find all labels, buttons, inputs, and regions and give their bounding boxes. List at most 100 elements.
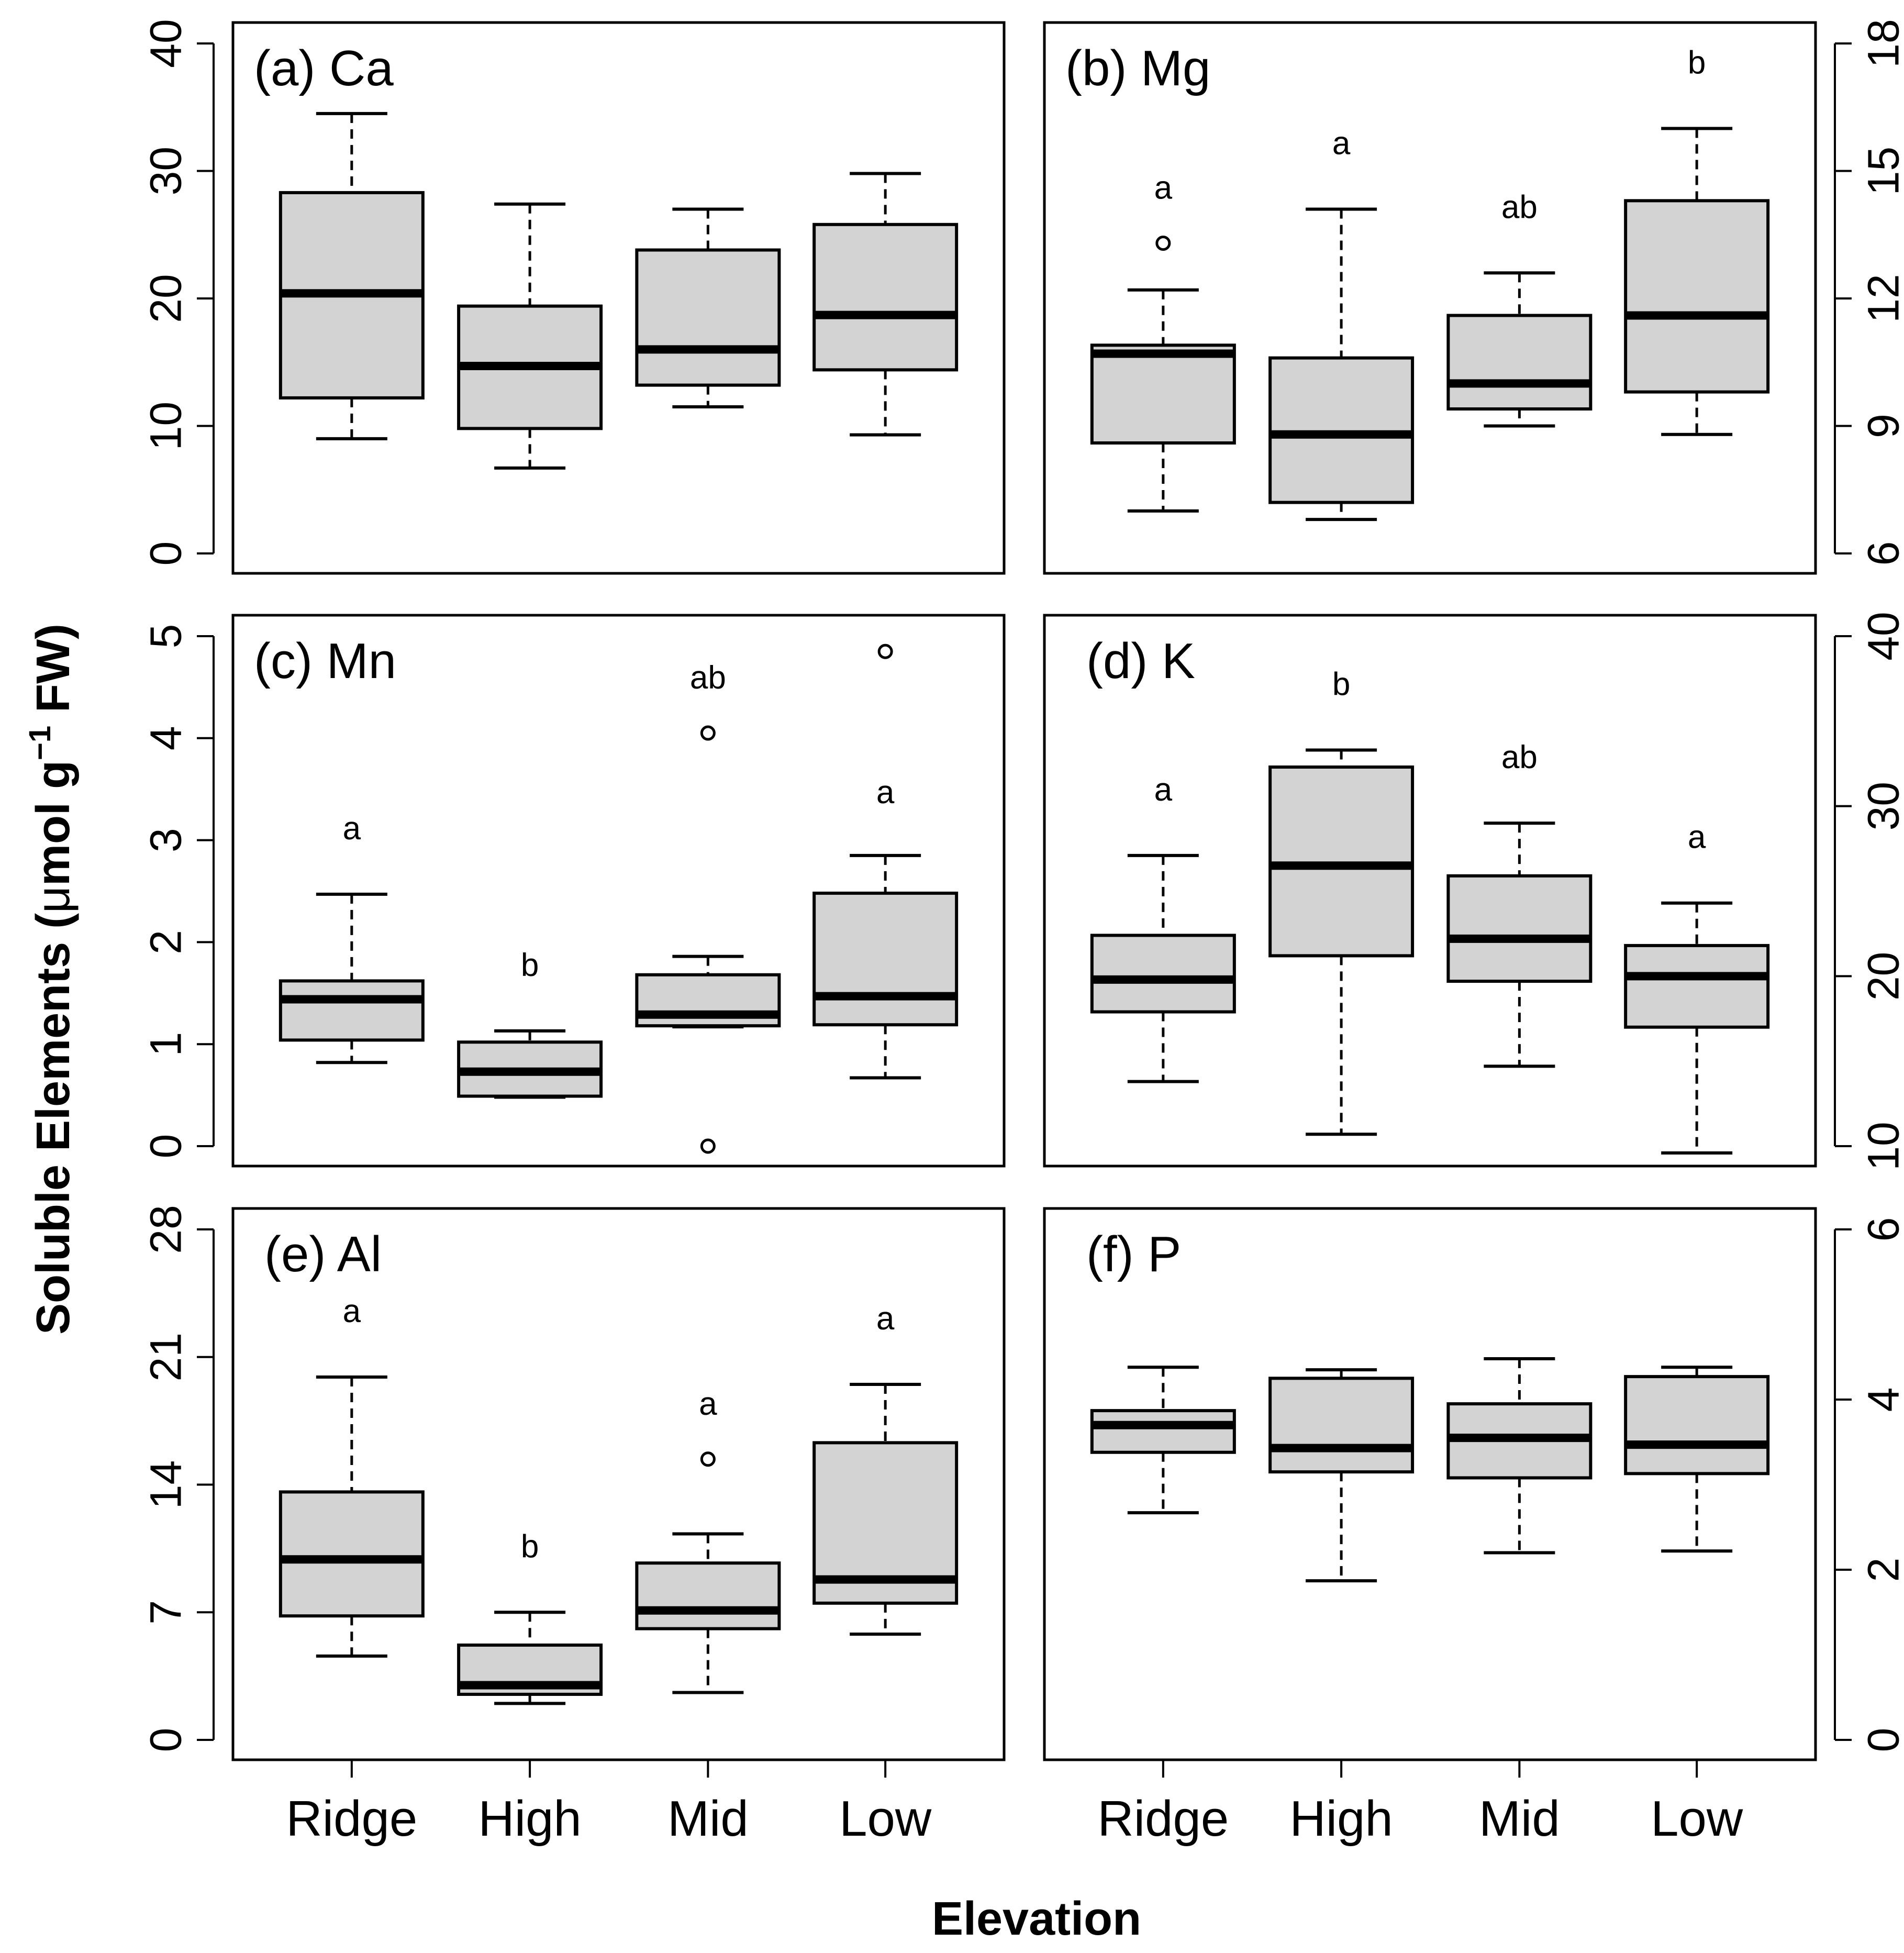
y-tick-label: 12 <box>1858 274 1904 323</box>
box-mid: ab <box>635 660 781 1154</box>
box-ridge <box>279 112 425 440</box>
iqr-box <box>1624 199 1770 394</box>
box-low: a <box>812 1301 959 1636</box>
y-tick-label: 0 <box>141 1728 190 1752</box>
significance-letter: b <box>521 947 539 983</box>
panel-2: 6 9 12 15 18 (b) Mg a a ab b <box>1043 19 1904 575</box>
box-high <box>1268 1368 1415 1583</box>
x-tick-label: High <box>478 1791 581 1847</box>
outlier-point <box>1155 235 1171 251</box>
iqr-box <box>1624 1375 1770 1475</box>
y-tick-label: 2 <box>141 930 190 955</box>
panel-title: (f) P <box>1086 1226 1181 1282</box>
panel-title: (b) Mg <box>1065 40 1210 96</box>
box-low: b <box>1624 45 1770 436</box>
y-tick-label: 0 <box>141 1134 190 1159</box>
y-tick-label: 1 <box>141 1032 190 1057</box>
iqr-box <box>1090 934 1236 1014</box>
box-mid <box>635 207 781 408</box>
box-high: b <box>457 1528 603 1705</box>
y-tick-label: 15 <box>1858 147 1904 195</box>
significance-letter: b <box>1688 45 1706 81</box>
panel-title: (c) Mn <box>254 633 396 689</box>
iqr-box <box>1268 765 1415 958</box>
significance-letter: b <box>1332 667 1350 703</box>
box-mid: a <box>635 1386 781 1694</box>
panel-title: (a) Ca <box>254 40 394 96</box>
y-tick-label: 20 <box>1858 952 1904 1001</box>
iqr-box <box>279 1490 425 1618</box>
plot-frame <box>1043 1207 1817 1761</box>
y-tick-label: 10 <box>141 402 190 450</box>
y-tick-label: 28 <box>141 1205 190 1253</box>
panel-title: (d) K <box>1086 633 1195 689</box>
iqr-box <box>279 979 425 1042</box>
box-mid: ab <box>1446 739 1593 1068</box>
y-tick-label: 30 <box>1858 782 1904 830</box>
significance-letter: a <box>1332 126 1351 162</box>
iqr-box <box>1090 343 1236 445</box>
x-tick-label: Low <box>1651 1791 1743 1847</box>
y-tick-label: 4 <box>141 726 190 750</box>
y-tick-label: 21 <box>141 1333 190 1381</box>
box-high: a <box>1268 126 1415 521</box>
box-low <box>812 172 959 437</box>
box-mid: ab <box>1446 189 1593 428</box>
iqr-box <box>1624 944 1770 1029</box>
iqr-box <box>1446 314 1593 411</box>
y-tick-label: 7 <box>141 1600 190 1625</box>
panel-1: 0 10 20 30 40 (a) Ca <box>141 19 1006 575</box>
plot-frame <box>231 614 1006 1168</box>
significance-letter: ab <box>1501 189 1538 225</box>
x-axis-title: Elevation <box>932 1893 1141 1945</box>
box-high: b <box>1268 667 1415 1136</box>
x-tick-label: Mid <box>1479 1791 1560 1847</box>
y-tick-label: 2 <box>1858 1558 1904 1582</box>
iqr-box <box>1268 356 1415 504</box>
significance-letter: a <box>876 1301 895 1337</box>
iqr-box <box>1090 1409 1236 1454</box>
y-tick-label: 0 <box>1858 1728 1904 1752</box>
y-tick-label: 40 <box>141 19 190 68</box>
y-tick-label: 3 <box>141 828 190 852</box>
box-low: a <box>1624 819 1770 1155</box>
iqr-box <box>1446 874 1593 983</box>
outlier-point <box>877 643 893 659</box>
x-tick-label: Ridge <box>1097 1791 1229 1847</box>
iqr-box <box>812 891 959 1027</box>
panel-6: 0 2 4 6 (f) P Ridge High Mid Low <box>1043 1207 1904 1847</box>
x-tick-label: Low <box>839 1791 932 1847</box>
y-tick-label: 30 <box>141 147 190 195</box>
iqr-box <box>635 1561 781 1630</box>
y-tick-label: 5 <box>141 624 190 649</box>
panel-5: 0 7 14 21 28 (e) Al a b a a Ridge High Mid Low <box>141 1205 1006 1847</box>
panel-title: (e) Al <box>264 1226 382 1282</box>
box-high: b <box>457 947 603 1099</box>
y-tick-label: 6 <box>1858 541 1904 566</box>
significance-letter: a <box>1154 772 1173 808</box>
y-tick-label: 40 <box>1858 612 1904 660</box>
x-tick-label: Mid <box>667 1791 749 1847</box>
y-axis-title: Soluble Elements (μmol g−1 FW) <box>23 624 80 1335</box>
iqr-box <box>635 248 781 387</box>
significance-letter: b <box>521 1528 539 1564</box>
box-ridge: a <box>279 811 425 1064</box>
y-tick-label: 6 <box>1858 1217 1904 1242</box>
y-tick-label: 18 <box>1858 19 1904 68</box>
significance-letter: a <box>699 1386 717 1422</box>
x-tick-label: Ridge <box>286 1791 417 1847</box>
iqr-box <box>1268 1377 1415 1474</box>
significance-letter: a <box>876 774 895 811</box>
box-high <box>457 202 603 470</box>
significance-letter: a <box>343 811 361 847</box>
box-ridge <box>1090 1366 1236 1515</box>
y-tick-label: 10 <box>1858 1122 1904 1170</box>
plot-frame <box>1043 614 1817 1168</box>
box-ridge: a <box>1090 170 1236 513</box>
y-tick-label: 0 <box>141 541 190 566</box>
